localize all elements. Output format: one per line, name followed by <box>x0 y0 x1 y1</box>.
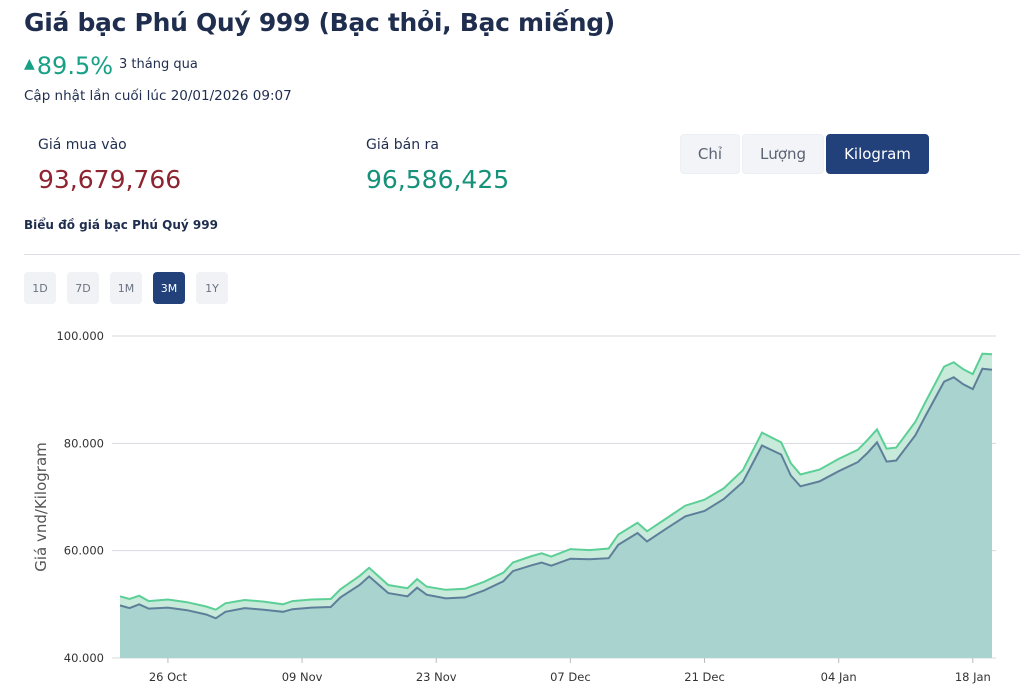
change-percent: 89.5% <box>36 52 114 80</box>
sell-price-value: 96,586,425 <box>366 165 510 194</box>
range-tabs: 1D 7D 1M 3M 1Y <box>24 272 239 304</box>
x-tick-label: 18 Jan <box>955 670 991 684</box>
y-tick-label: 60.000 <box>64 544 104 558</box>
x-axis-ticks: 26 Oct 09 Nov 23 Nov 07 Dec 21 Dec 04 Jan 18 J… <box>149 658 991 684</box>
y-tick-label: 40.000 <box>64 651 104 665</box>
x-tick-label: 07 Dec <box>550 670 591 684</box>
x-tick-label: 21 Dec <box>684 670 725 684</box>
range-tab-1y[interactable]: 1Y <box>196 272 228 304</box>
price-chart[interactable]: 40.000 60.000 80.000 100.000 26 Oct 09 Nov 23… <box>0 318 1024 688</box>
y-tick-label: 80.000 <box>64 436 104 450</box>
x-tick-label: 26 Oct <box>149 670 188 684</box>
sell-price-line <box>119 352 993 611</box>
range-tab-1d[interactable]: 1D <box>24 272 56 304</box>
range-tab-3m[interactable]: 3M <box>153 272 185 304</box>
change-period: 3 tháng qua <box>119 57 198 72</box>
price-change: ▲ 89.5% 3 tháng qua <box>24 52 198 80</box>
y-axis-title: Giá vnd/Kilogram <box>32 442 50 572</box>
last-updated: Cập nhật lần cuối lúc 20/01/2026 09:07 <box>24 88 292 104</box>
unit-tab-chi[interactable]: Chỉ <box>680 134 740 174</box>
x-tick-label: 09 Nov <box>282 670 323 684</box>
unit-tab-luong[interactable]: Lượng <box>742 134 824 174</box>
buy-price-area <box>120 368 992 658</box>
buy-price-value: 93,679,766 <box>38 165 182 194</box>
range-tab-7d[interactable]: 7D <box>67 272 99 304</box>
buy-price-line <box>119 367 993 620</box>
up-arrow-icon: ▲ <box>24 56 35 72</box>
unit-tabs: Chỉ Lượng Kilogram <box>680 134 931 174</box>
chart-heading: Biểu đồ giá bạc Phú Quý 999 <box>24 218 218 232</box>
sell-price-label: Giá bán ra <box>366 137 439 153</box>
divider <box>24 254 1020 255</box>
buy-price-label: Giá mua vào <box>38 137 127 153</box>
y-axis-ticks: 40.000 60.000 80.000 100.000 <box>56 329 104 665</box>
page-title: Giá bạc Phú Quý 999 (Bạc thỏi, Bạc miếng… <box>24 8 615 37</box>
x-tick-label: 04 Jan <box>821 670 857 684</box>
y-tick-label: 100.000 <box>56 329 104 343</box>
unit-tab-kilogram[interactable]: Kilogram <box>826 134 929 174</box>
range-tab-1m[interactable]: 1M <box>110 272 142 304</box>
x-tick-label: 23 Nov <box>416 670 457 684</box>
